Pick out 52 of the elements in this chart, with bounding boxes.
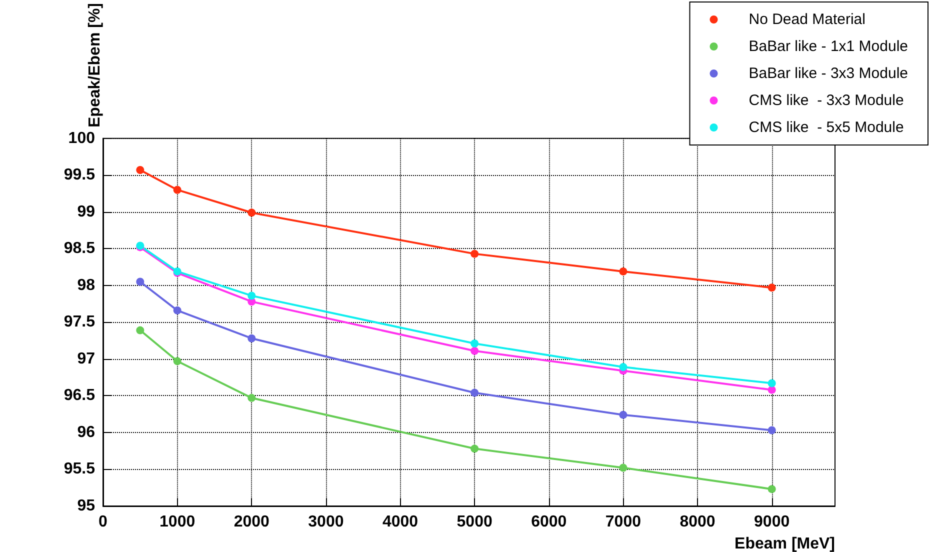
y-tick-label: 97.5 [64, 314, 96, 331]
y-tick-label: 96 [77, 424, 96, 441]
x-tick-label: 8000 [680, 514, 716, 530]
point [768, 386, 776, 394]
point [173, 186, 182, 194]
y-tick-label: 98.5 [64, 240, 96, 258]
y-axis-title: Epeak/Ebem [%] [86, 3, 104, 128]
legend-label: CMS like - 3x3 Module [748, 92, 904, 109]
point [768, 426, 776, 434]
point [470, 346, 479, 355]
point [470, 340, 479, 348]
point [768, 485, 776, 494]
x-tick-label: 9000 [754, 514, 790, 530]
x-axis-title: Ebeam [MeV] [734, 536, 835, 552]
y-tick-label: 96.5 [64, 387, 96, 404]
y-tick-label: 97 [77, 350, 96, 368]
point [619, 363, 628, 372]
point [248, 208, 256, 217]
point [768, 284, 776, 292]
y-tick-label: 98 [77, 276, 96, 294]
point [619, 410, 628, 419]
y-tick-label: 99.5 [64, 166, 96, 184]
point [470, 250, 479, 258]
y-tick-label: 95.5 [64, 460, 96, 478]
legend-label: BaBar like - 1x1 Module [748, 38, 908, 55]
y-tick-label: 99 [77, 203, 96, 220]
legend-label: No Dead Material [748, 11, 866, 28]
legend-label: BaBar like - 3x3 Module [748, 65, 908, 82]
point [470, 388, 479, 397]
y-tick-label: 95 [77, 498, 96, 514]
x-tick-label: 2000 [234, 514, 270, 530]
point [173, 357, 182, 366]
x-tick-label: 7000 [605, 514, 642, 530]
point [248, 394, 256, 402]
x-tick-label: 4000 [382, 514, 418, 530]
x-tick-label: 3000 [308, 514, 344, 530]
legend-label: CMS like - 5x5 Module [748, 119, 904, 136]
point [173, 306, 182, 314]
x-tick-label: 0 [98, 514, 108, 530]
y-tick-label: 100 [68, 130, 96, 147]
point [619, 267, 628, 276]
point [619, 464, 628, 472]
point [248, 292, 256, 300]
point [136, 326, 144, 334]
x-tick-label: 5000 [456, 514, 492, 530]
point [136, 278, 144, 286]
point [248, 334, 256, 342]
point [768, 379, 776, 388]
x-tick-label: 6000 [531, 514, 567, 530]
x-tick-label: 1000 [160, 514, 196, 530]
point [470, 444, 479, 453]
point [136, 166, 144, 174]
